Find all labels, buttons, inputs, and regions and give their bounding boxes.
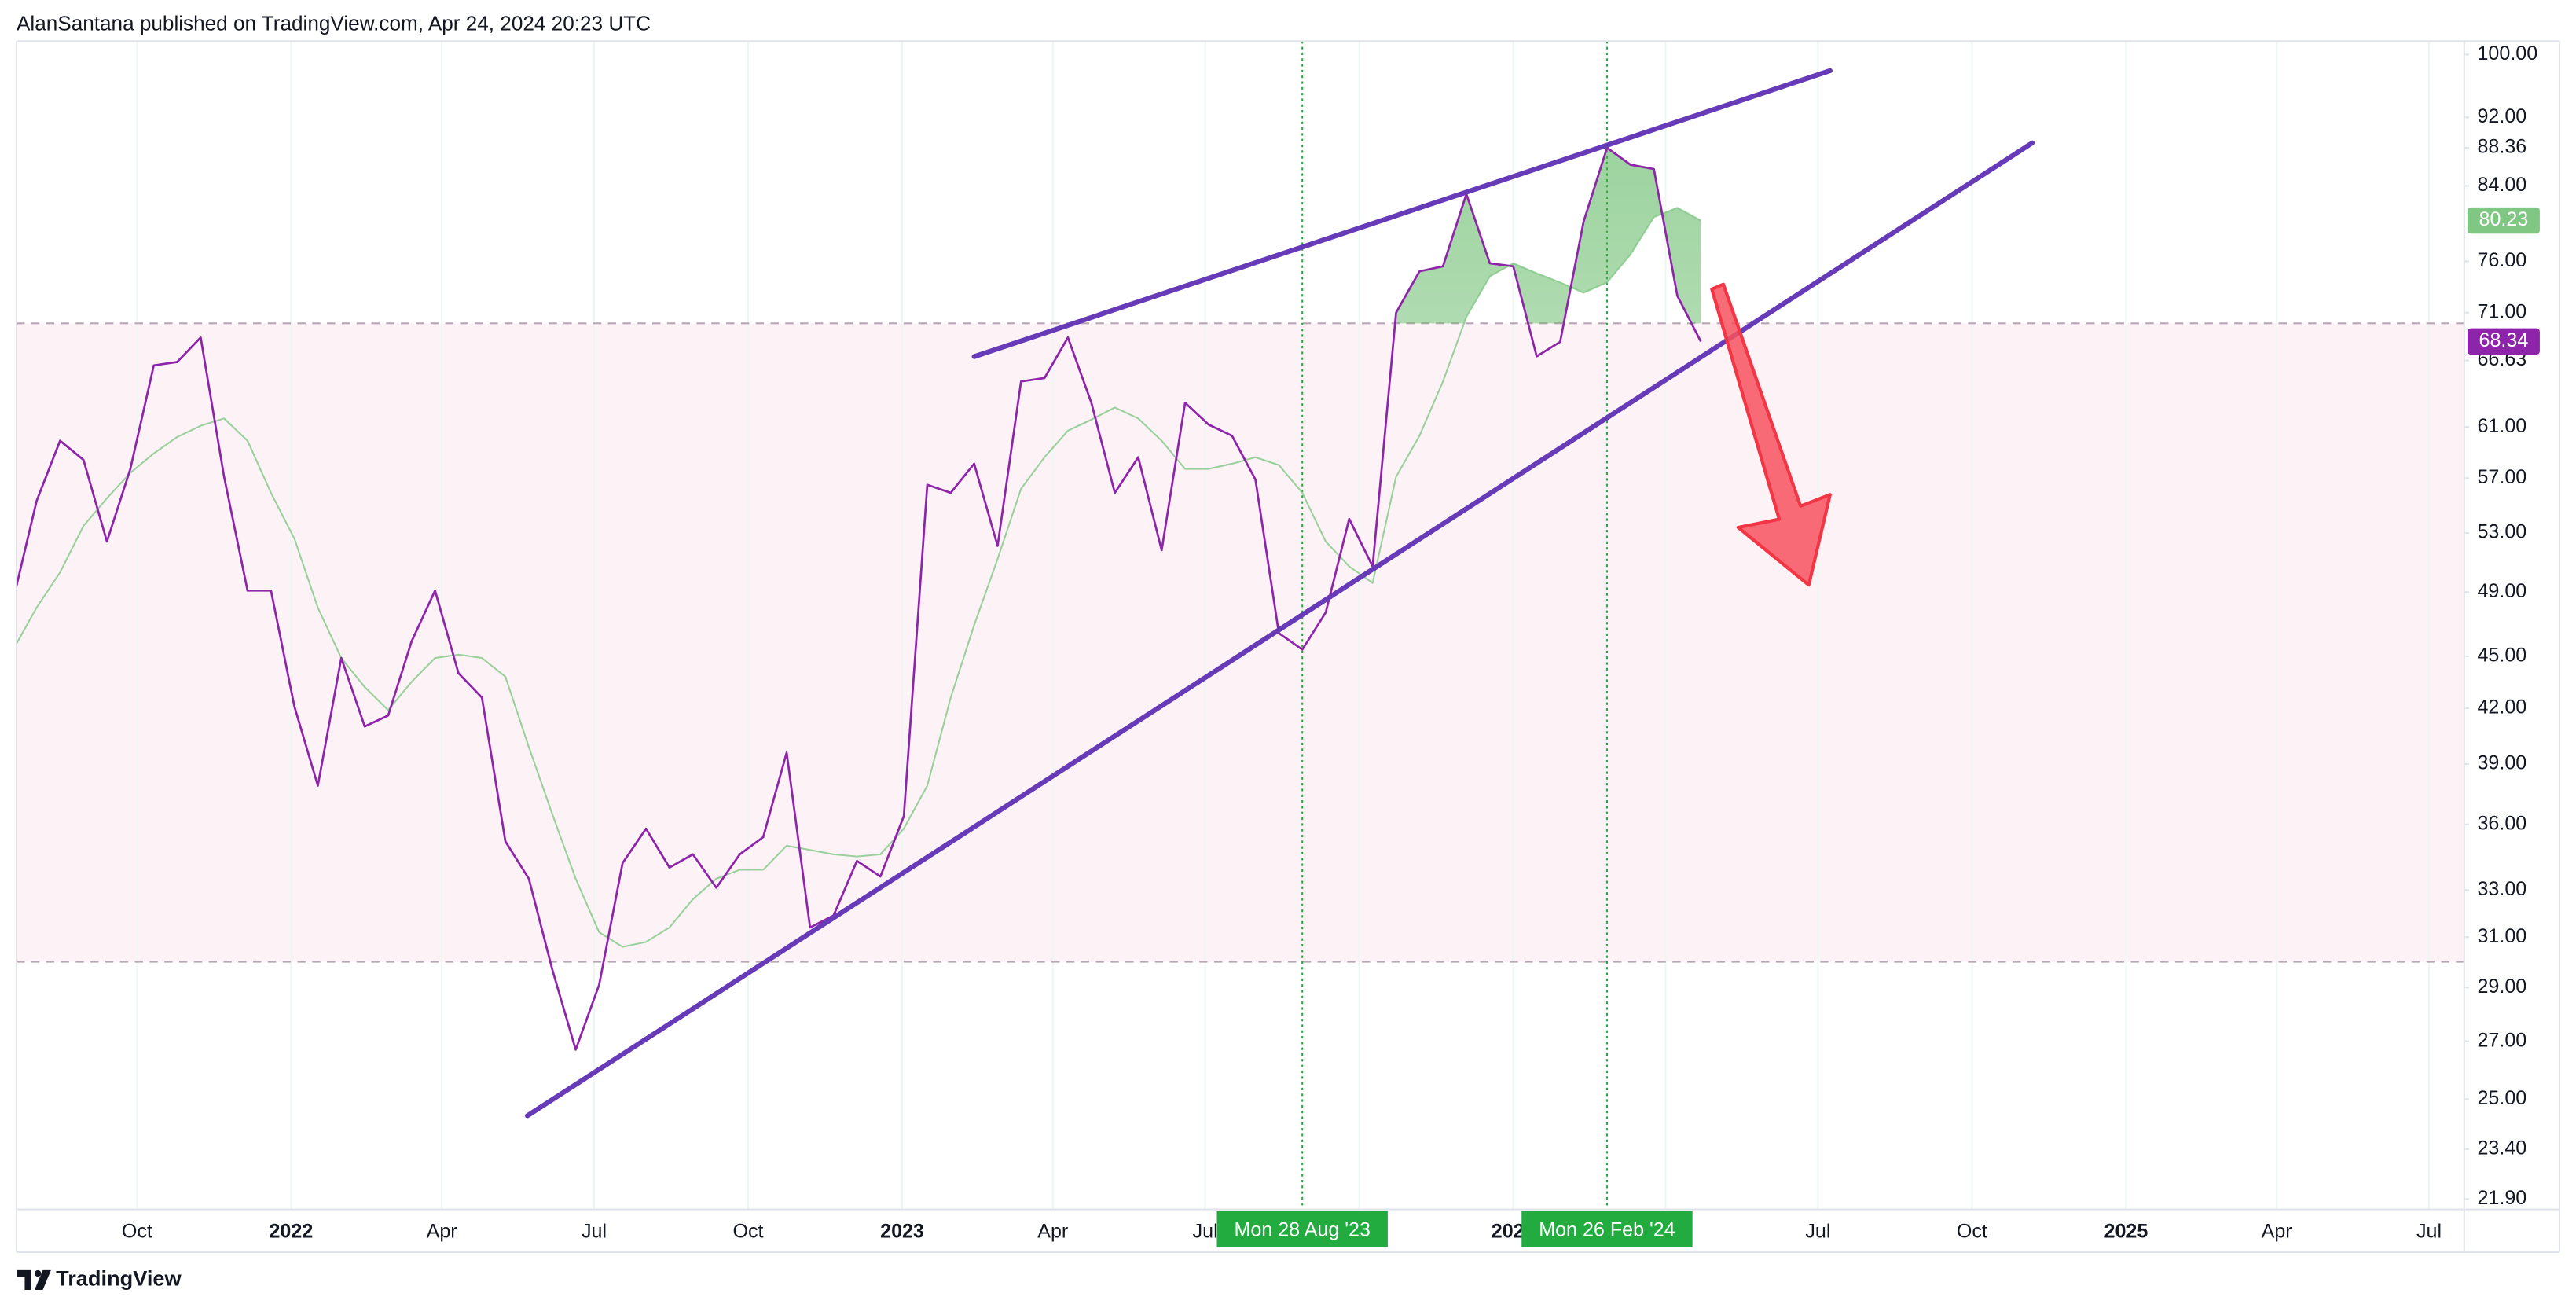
y-tick-label: 88.36	[2477, 136, 2526, 158]
x-tick-label: 2025	[2104, 1220, 2149, 1242]
brand-logo-dot	[34, 1269, 42, 1277]
y-tick-label: 21.90	[2477, 1187, 2526, 1209]
x-tick-label: Oct	[122, 1220, 152, 1242]
x-tick-label: Apr	[427, 1220, 457, 1242]
data-layer	[16, 146, 1702, 1051]
footer: TradingView	[16, 1266, 182, 1291]
x-tick-label: Oct	[733, 1220, 764, 1242]
y-tick-label: 31.00	[2477, 925, 2526, 947]
x-tick-label: 2022	[269, 1220, 313, 1242]
brand-name: TradingView	[56, 1266, 182, 1291]
y-tick-label: 36.00	[2477, 812, 2526, 834]
x-tick-label: Apr	[2262, 1220, 2292, 1242]
y-tick-label: 53.00	[2477, 521, 2526, 543]
y-tick-label: 49.00	[2477, 580, 2526, 602]
brand-logo	[16, 1269, 51, 1291]
x-tick-label: Jul	[1193, 1220, 1218, 1242]
y-tick-label: 76.00	[2477, 249, 2526, 271]
overbought-fill	[1395, 148, 1701, 324]
ma-line	[16, 207, 1701, 948]
x-tick-label: Jul	[582, 1220, 607, 1242]
drawings	[524, 68, 2035, 1119]
y-tick-label: 84.00	[2477, 174, 2526, 196]
x-tick-label: Apr	[1037, 1220, 1068, 1242]
x-tick-label: Jul	[1805, 1220, 1830, 1242]
axis-layer: Oct2022AprJulOct2023AprJulOct2024AprJulO…	[122, 42, 2540, 1247]
y-tick-label: 57.00	[2477, 466, 2526, 488]
y-tick-label: 71.00	[2477, 300, 2526, 322]
last-value-tag	[2467, 328, 2540, 355]
y-tick-label: 23.40	[2477, 1137, 2526, 1159]
y-tick-label: 33.00	[2477, 878, 2526, 900]
y-tick-label: 39.00	[2477, 752, 2526, 774]
last-value-label: 80.23	[2479, 208, 2529, 230]
x-tick-label: Oct	[1957, 1220, 1987, 1242]
last-value-tag	[2467, 207, 2540, 234]
y-tick-label: 29.00	[2477, 975, 2526, 998]
rsi-line	[16, 146, 1702, 1051]
publisher-header: AlanSantana published on TradingView.com…	[17, 11, 651, 35]
y-tick-label: 45.00	[2477, 645, 2526, 667]
grid-layer	[16, 41, 2464, 1210]
marker-tag	[1521, 1211, 1693, 1247]
marker-tag-label: Mon 26 Feb '24	[1539, 1218, 1675, 1240]
frame	[15, 40, 2561, 1253]
x-tick-label: 2023	[880, 1220, 924, 1242]
upper-trend-line	[971, 68, 1833, 359]
down-arrow	[1710, 282, 1832, 587]
lower-trend-line	[524, 140, 2035, 1119]
level-band	[16, 323, 2464, 962]
y-tick-label: 61.00	[2477, 415, 2526, 437]
y-tick-label: 100.00	[2477, 42, 2537, 64]
marker-tag-label: Mon 28 Aug '23	[1234, 1218, 1371, 1240]
x-tick-label: Jul	[2416, 1220, 2442, 1242]
y-tick-label: 92.00	[2477, 105, 2526, 127]
y-tick-label: 42.00	[2477, 696, 2526, 718]
y-tick-label: 25.00	[2477, 1087, 2526, 1109]
marker-tag	[1216, 1211, 1388, 1247]
y-tick-label: 27.00	[2477, 1029, 2526, 1051]
last-value-label: 68.34	[2479, 329, 2529, 351]
